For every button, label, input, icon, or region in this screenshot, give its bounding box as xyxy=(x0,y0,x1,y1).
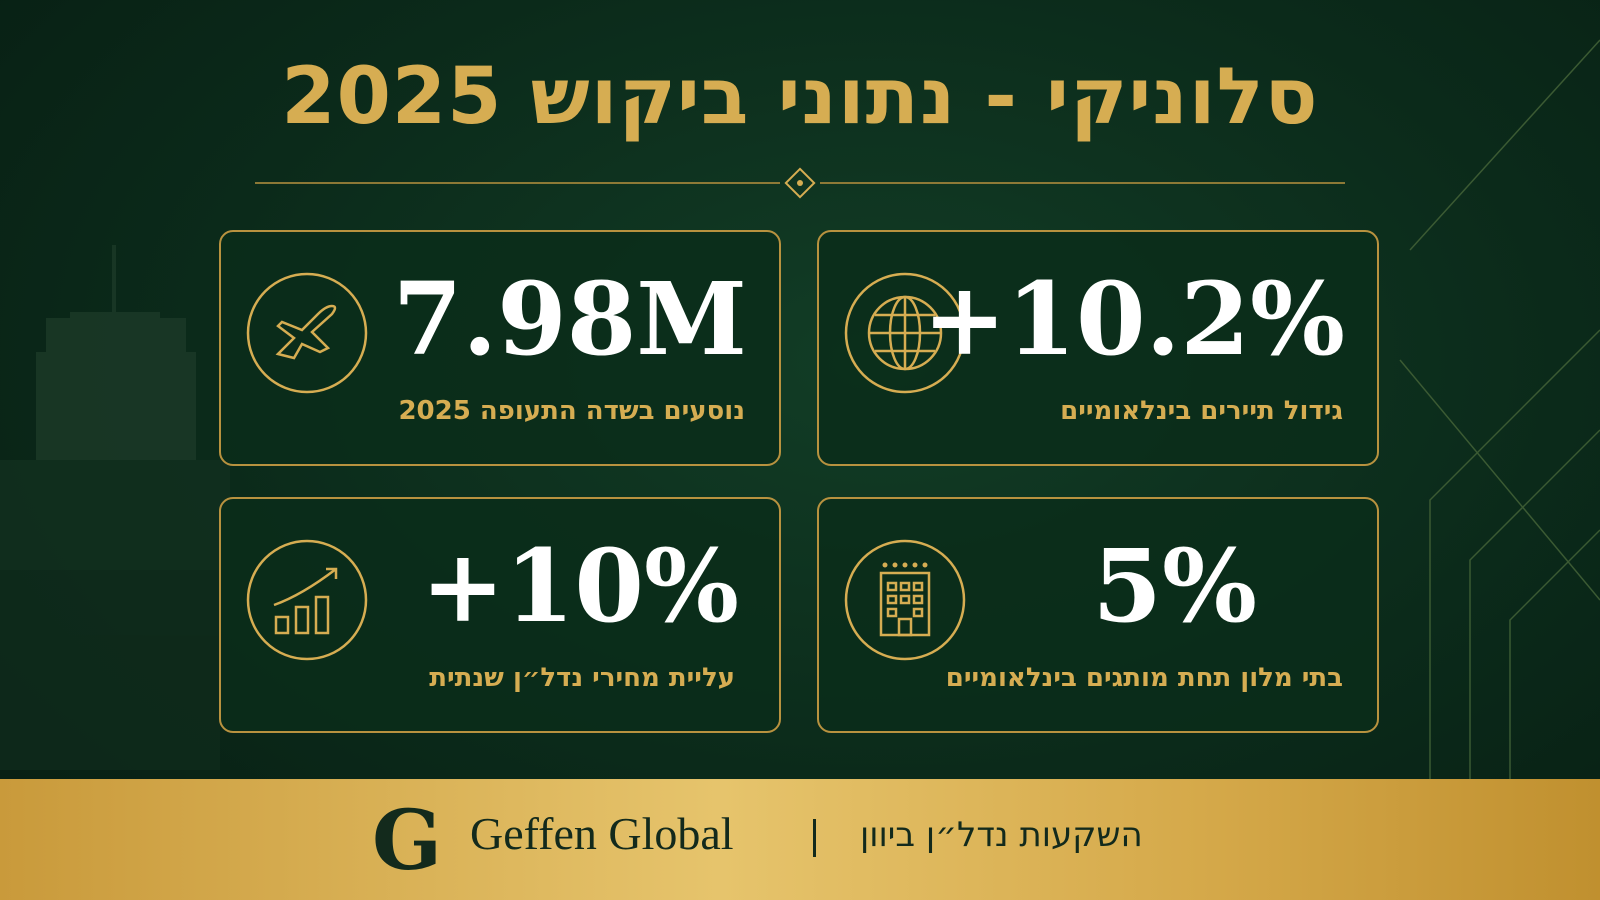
decor-lines xyxy=(1399,39,1600,779)
stat-card: +10.2% גידול תיירים בינלאומיים xyxy=(817,230,1379,466)
hotel-icon xyxy=(844,539,966,661)
brand: Geffen Global xyxy=(470,808,734,859)
stat-card: 5% בתי מלון תחת מותגים בינלאומיים xyxy=(817,497,1379,733)
stat-card: +10% עליית מחירי נדל״ן שנתית xyxy=(219,497,781,733)
tower xyxy=(0,245,230,770)
tagline: השקעות נדל״ן ביוון xyxy=(860,815,1143,855)
separator xyxy=(813,819,816,857)
stat-label: נוסעים בשדה התעופה 2025 xyxy=(398,396,745,426)
logo: G xyxy=(372,793,443,889)
plane-icon xyxy=(246,272,368,394)
footer: G Geffen Global השקעות נדל״ן ביוון xyxy=(0,779,1600,900)
stat-label: גידול תיירים בינלאומיים xyxy=(1060,396,1343,426)
stat-label: בתי מלון תחת מותגים בינלאומיים xyxy=(945,663,1343,693)
stat-label: עליית מחירי נדל״ן שנתית xyxy=(429,663,735,693)
stat-value: +10.2% xyxy=(922,260,1345,378)
divider xyxy=(255,167,1345,199)
title: סלוניקי - נתוני ביקוש 2025 xyxy=(281,52,1319,142)
stat-value: 7.98M xyxy=(392,260,747,378)
growth-icon xyxy=(246,539,368,661)
stat-card: 7.98M נוסעים בשדה התעופה 2025 xyxy=(219,230,781,466)
stat-value: +10% xyxy=(421,527,739,645)
background-art xyxy=(0,39,1600,779)
stat-value: 5% xyxy=(1092,527,1257,645)
globe-icon xyxy=(844,272,966,394)
